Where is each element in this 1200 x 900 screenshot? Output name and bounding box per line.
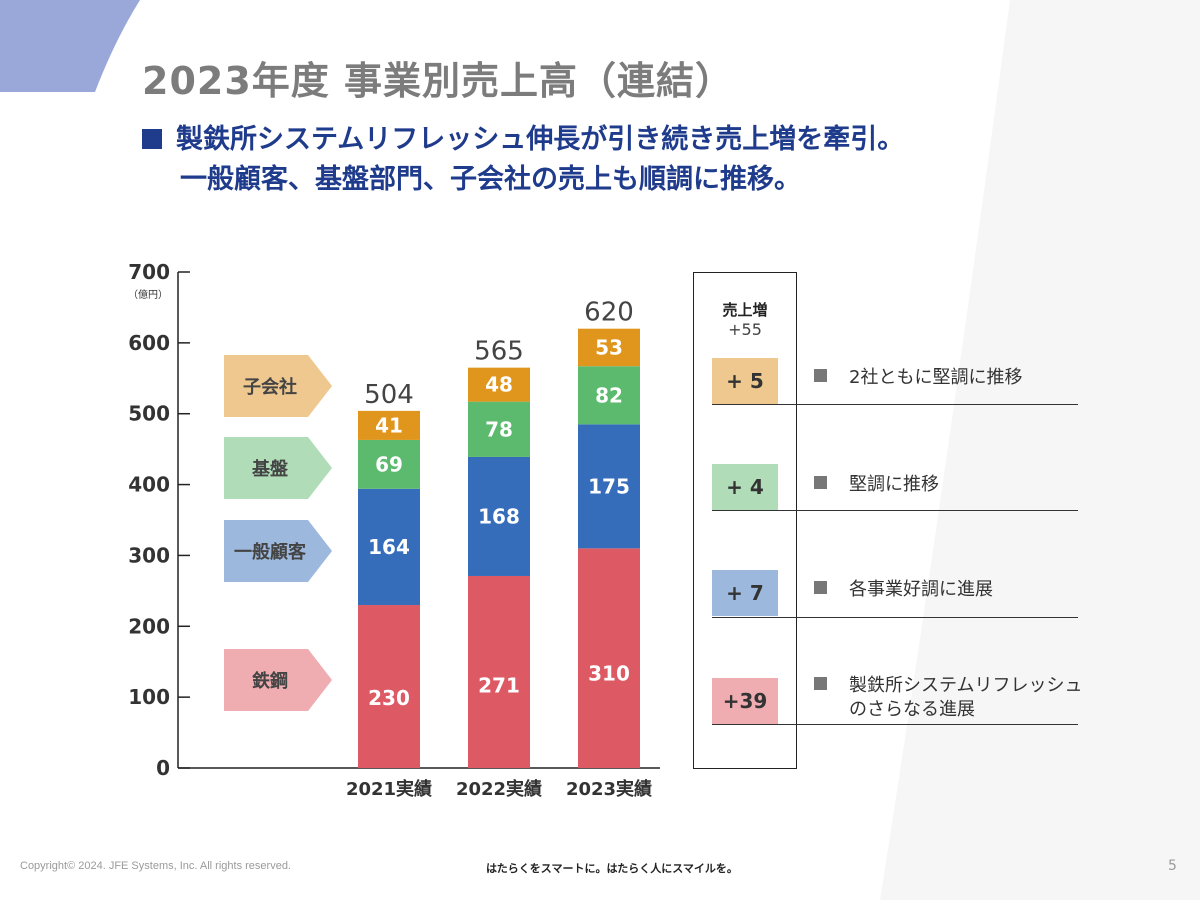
legend-arrow bbox=[224, 520, 332, 582]
x-tick-label: 2021実績 bbox=[346, 778, 432, 800]
bar-value-label: 271 bbox=[478, 673, 520, 697]
bar-segment bbox=[358, 410, 420, 440]
bar-total-label: 565 bbox=[474, 337, 524, 367]
subtitle-line-1: 製鉄所システムリフレッシュ伸長が引き続き売上増を牽引。 bbox=[176, 124, 905, 155]
bar-value-label: 230 bbox=[368, 686, 410, 710]
increase-divider bbox=[712, 510, 1078, 511]
increase-note: 2社ともに堅調に推移 bbox=[814, 366, 1022, 390]
increase-header-label: 売上増 bbox=[722, 301, 768, 319]
y-axis-unit: （億円） bbox=[128, 288, 168, 301]
footer-copyright: Copyright© 2024. JFE Systems, Inc. All r… bbox=[20, 860, 291, 872]
increase-header: 売上増 +55 bbox=[700, 300, 790, 340]
increase-note: 各事業好調に進展 bbox=[814, 578, 993, 602]
bar-total-label: 504 bbox=[364, 380, 414, 410]
y-tick-label: 100 bbox=[128, 685, 170, 709]
increase-note-text: 2社ともに堅調に推移 bbox=[849, 367, 1023, 388]
increase-note-text: 堅調に推移 bbox=[849, 474, 939, 495]
page-number: 5 bbox=[1168, 858, 1177, 874]
legend-label: 基盤 bbox=[251, 458, 289, 480]
note-bullet bbox=[814, 476, 827, 489]
bar-value-label: 53 bbox=[595, 335, 623, 359]
note-bullet bbox=[814, 369, 827, 382]
increase-note-text-line2: のさらなる進展 bbox=[849, 699, 975, 720]
increase-note-text: 製鉄所システムリフレッシュ bbox=[849, 675, 1083, 696]
bar-segment bbox=[578, 548, 640, 768]
legend-arrow bbox=[224, 355, 332, 417]
increase-badge: +39 bbox=[712, 678, 778, 724]
bar-value-label: 41 bbox=[375, 413, 403, 437]
increase-divider bbox=[712, 617, 1078, 618]
bar-segment bbox=[358, 488, 420, 606]
y-tick-label: 700 bbox=[128, 260, 170, 284]
y-tick-label: 400 bbox=[128, 473, 170, 497]
bar-value-label: 69 bbox=[375, 452, 403, 476]
y-tick-label: 300 bbox=[128, 543, 170, 567]
bar-segment bbox=[468, 401, 530, 457]
increase-badge: + 5 bbox=[712, 358, 778, 404]
bar-segment bbox=[578, 366, 640, 425]
y-tick-label: 600 bbox=[128, 331, 170, 355]
bar-total-label: 620 bbox=[584, 298, 634, 328]
increase-badge: + 4 bbox=[712, 464, 778, 510]
y-tick-label: 0 bbox=[156, 756, 170, 780]
bar-value-label: 310 bbox=[588, 662, 630, 686]
increase-badge: + 7 bbox=[712, 570, 778, 616]
legend-label: 鉄鋼 bbox=[252, 670, 288, 692]
x-tick-label: 2023実績 bbox=[566, 778, 652, 800]
bar-segment bbox=[578, 424, 640, 549]
page-title: 2023年度 事業別売上高（連結） bbox=[142, 59, 734, 103]
bar-segment bbox=[578, 328, 640, 367]
subtitle-bullet bbox=[142, 129, 162, 149]
bar-value-label: 175 bbox=[588, 474, 630, 498]
legend-arrow bbox=[224, 649, 332, 711]
bar-value-label: 168 bbox=[478, 504, 520, 528]
bar-segment bbox=[358, 605, 420, 768]
increase-divider bbox=[712, 404, 1078, 405]
note-bullet bbox=[814, 677, 827, 690]
increase-box bbox=[693, 272, 797, 769]
bar-value-label: 78 bbox=[485, 417, 513, 441]
increase-divider bbox=[712, 724, 1078, 725]
legend-label: 一般顧客 bbox=[234, 541, 307, 563]
x-tick-label: 2022実績 bbox=[456, 778, 542, 800]
y-tick-label: 500 bbox=[128, 402, 170, 426]
bar-segment bbox=[358, 439, 420, 489]
note-bullet bbox=[814, 581, 827, 594]
legend-label: 子会社 bbox=[243, 376, 297, 398]
bar-segment bbox=[468, 456, 530, 576]
subtitle-line-2: 一般顧客、基盤部門、子会社の売上も順調に推移。 bbox=[180, 164, 801, 195]
increase-note: 堅調に推移 bbox=[814, 473, 939, 497]
bar-value-label: 164 bbox=[368, 535, 410, 559]
y-tick-label: 200 bbox=[128, 614, 170, 638]
bar-segment bbox=[468, 367, 530, 402]
increase-total: +55 bbox=[728, 320, 762, 339]
footer-slogan: はたらくをスマートに。はたらく人にスマイルを。 bbox=[486, 862, 738, 875]
bar-value-label: 48 bbox=[485, 373, 513, 397]
legend-arrow bbox=[224, 437, 332, 499]
bar-segment bbox=[468, 575, 530, 768]
bar-value-label: 82 bbox=[595, 383, 623, 407]
page-subtitle: 製鉄所システムリフレッシュ伸長が引き続き売上増を牽引。 一般顧客、基盤部門、子会… bbox=[142, 120, 904, 200]
increase-note: 製鉄所システムリフレッシュ のさらなる進展 bbox=[814, 674, 1082, 722]
increase-note-text: 各事業好調に進展 bbox=[849, 579, 993, 600]
